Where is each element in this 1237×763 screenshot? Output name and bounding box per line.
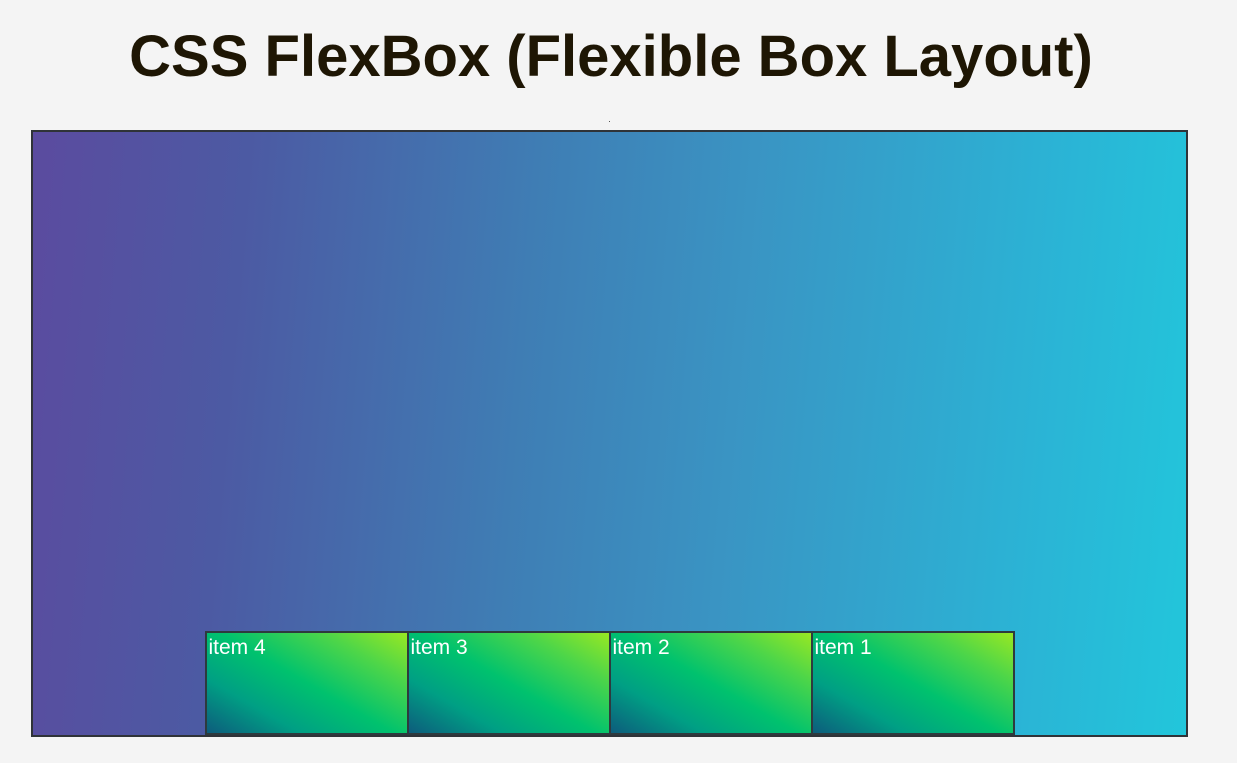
flex-item-label: item 4 [208,636,266,659]
flex-item-label: item 3 [410,636,468,659]
flex-item-label: item 1 [814,636,872,659]
flex-item-3: item 3 [406,631,611,735]
flex-container: item 1 item 2 item 3 item 4 [31,130,1188,737]
flex-item-4: item 4 [204,631,409,735]
page-title: CSS FlexBox (Flexible Box Layout) [129,24,1093,89]
flex-item-2: item 2 [608,631,813,735]
flex-item-1: item 1 [810,631,1015,735]
flex-item-label: item 2 [612,636,670,659]
stray-dot [609,121,610,122]
